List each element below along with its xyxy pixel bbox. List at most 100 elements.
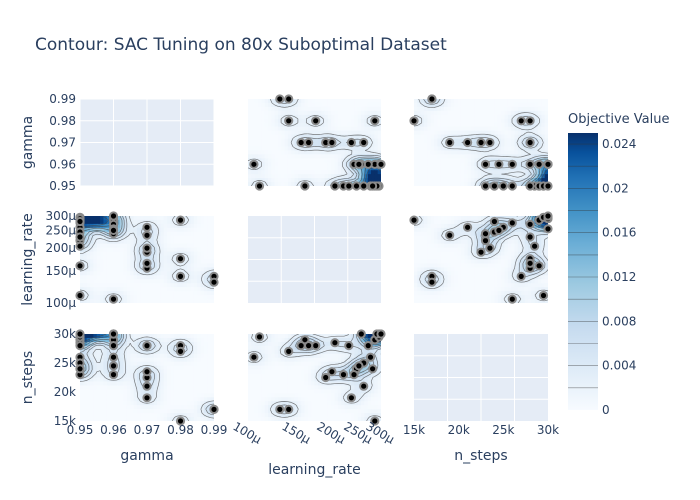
- contour-cell: [437, 150, 442, 155]
- contour-cell: [544, 235, 548, 241]
- contour-cell: [311, 353, 316, 359]
- contour-cell: [187, 373, 192, 379]
- contour-cell: [248, 361, 252, 367]
- contour-cell: [464, 178, 469, 183]
- contour-cell: [120, 361, 125, 367]
- contour-cell: [193, 393, 198, 398]
- contour-cell: [447, 110, 452, 116]
- contour-cell: [444, 102, 449, 108]
- contour-cell: [133, 295, 138, 300]
- contour-cell: [417, 231, 422, 237]
- contour-cell: [123, 243, 128, 249]
- contour-cell: [341, 337, 346, 343]
- panel-learning_rate-vs-n_steps: [409, 211, 553, 304]
- contour-cell: [100, 267, 105, 272]
- contour-cell: [157, 271, 161, 276]
- contour-cell: [507, 255, 512, 261]
- contour-cell: [307, 146, 312, 151]
- contour-cell: [497, 138, 502, 144]
- contour-cell: [294, 341, 299, 347]
- contour-cell: [334, 102, 339, 108]
- contour-cell: [197, 271, 202, 276]
- contour-cell: [113, 247, 118, 253]
- contour-cell: [163, 295, 168, 300]
- contour-cell: [287, 110, 292, 116]
- contour-cell: [287, 357, 292, 363]
- contour-cell: [96, 275, 101, 280]
- contour-cell: [477, 283, 482, 288]
- contour-cell: [424, 283, 428, 288]
- contour-cell: [344, 118, 349, 124]
- contour-cell: [534, 102, 539, 108]
- contour-cell: [477, 259, 482, 265]
- contour-cell: [327, 334, 332, 339]
- contour-cell: [337, 345, 342, 351]
- contour-cell: [454, 114, 459, 120]
- contour-cell: [434, 283, 439, 288]
- contour-cell: [153, 259, 158, 265]
- contour-cell: [160, 255, 165, 261]
- contour-cell: [163, 243, 168, 249]
- contour-cell: [457, 251, 462, 257]
- contour-cell: [497, 267, 502, 272]
- contour-cell: [457, 158, 462, 163]
- contour-cell: [130, 223, 135, 229]
- contour-cell: [311, 102, 316, 108]
- contour-cell: [470, 255, 475, 261]
- contour-cell: [248, 182, 252, 186]
- contour-cell: [420, 110, 425, 116]
- contour-cell: [163, 417, 168, 421]
- contour-cell: [140, 271, 145, 276]
- contour-cell: [341, 114, 346, 120]
- contour-cell: [487, 279, 492, 284]
- contour-cell: [517, 142, 522, 148]
- contour-cell: [457, 219, 462, 225]
- contour-cell: [487, 146, 492, 151]
- contour-cell: [257, 138, 262, 144]
- contour-cell: [437, 158, 442, 163]
- contour-cell: [190, 227, 195, 233]
- contour-cell: [527, 150, 532, 155]
- contour-cell: [417, 283, 422, 288]
- contour-cell: [116, 271, 121, 276]
- contour-cell: [467, 130, 472, 136]
- contour-cell: [494, 247, 499, 253]
- contour-cell: [103, 377, 108, 383]
- contour-cell: [534, 170, 539, 175]
- contour-cell: [297, 361, 302, 367]
- contour-cell: [537, 174, 542, 179]
- contour-cell: [190, 295, 195, 300]
- contour-cell: [314, 337, 319, 343]
- contour-cell: [541, 178, 546, 183]
- contour-cell: [487, 102, 492, 108]
- contour-cell: [136, 353, 141, 359]
- contour-cell: [307, 130, 312, 136]
- contour-cell: [167, 353, 172, 359]
- contour-cell: [437, 110, 442, 116]
- contour-cell: [274, 182, 279, 186]
- contour-cell: [274, 122, 279, 128]
- contour-cell: [287, 142, 292, 148]
- contour-cell: [430, 243, 435, 249]
- contour-cell: [157, 263, 161, 268]
- contour-cell: [307, 357, 312, 363]
- contour-cell: [481, 102, 485, 108]
- contour-cell: [311, 334, 316, 339]
- contour-cell: [434, 216, 439, 221]
- contour-cell: [337, 337, 342, 343]
- contour-cell: [177, 223, 182, 229]
- contour-cell: [420, 299, 425, 303]
- contour-cell: [90, 223, 94, 229]
- contour-cell: [163, 397, 168, 402]
- contour-cell: [541, 142, 546, 148]
- contour-cell: [430, 154, 435, 159]
- contour-cell: [126, 283, 131, 288]
- contour-cell: [334, 110, 339, 116]
- contour-cell: [357, 178, 362, 183]
- contour-cell: [190, 259, 195, 265]
- contour-cell: [100, 275, 105, 280]
- contour-cell: [153, 231, 158, 237]
- contour-cell: [457, 154, 462, 159]
- contour-cell: [541, 146, 546, 151]
- contour-cell: [450, 118, 455, 124]
